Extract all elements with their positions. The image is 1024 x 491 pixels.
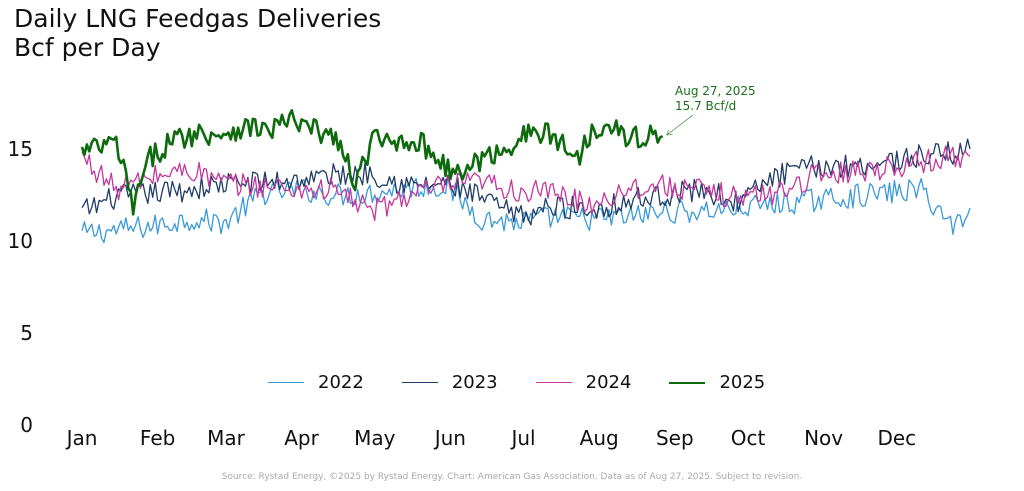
- x-tick-label: Jan: [65, 426, 98, 450]
- annotation-arrow: [666, 114, 694, 136]
- y-tick-label: 5: [20, 321, 33, 345]
- x-tick-label: May: [354, 426, 396, 450]
- legend-item-2023: 2023: [401, 372, 498, 393]
- series-line-2022: [81, 176, 971, 244]
- chart-subtitle: Bcf per Day: [14, 33, 161, 62]
- y-tick-label: 0: [20, 413, 33, 437]
- legend-label: 2025: [719, 372, 766, 393]
- series-lines: [80, 109, 971, 244]
- x-tick-label: Dec: [877, 426, 916, 450]
- chart-title: Daily LNG Feedgas Deliveries: [14, 4, 382, 33]
- chart-legend: 2022 2023 2024 2025: [268, 372, 765, 393]
- source-note: Source: Rystad Energy, ©2025 by Rystad E…: [221, 472, 803, 482]
- legend-item-2025: 2025: [669, 372, 765, 393]
- legend-label: 2022: [318, 372, 364, 393]
- series-line-2024: [81, 145, 971, 222]
- legend-swatch: [535, 382, 572, 383]
- legend-swatch: [268, 382, 304, 383]
- x-tick-label: Sep: [656, 426, 694, 450]
- y-tick-label: 15: [8, 137, 33, 161]
- legend-item-2022: 2022: [268, 372, 364, 393]
- x-tick-label: Mar: [207, 426, 246, 450]
- x-tick-label: Aug: [580, 426, 619, 450]
- series-line-2025: [80, 109, 664, 216]
- x-tick-label: Nov: [804, 426, 843, 450]
- x-tick-label: Apr: [284, 426, 319, 450]
- annotation-date: Aug 27, 2025: [675, 84, 756, 98]
- x-tick-label: Oct: [731, 426, 766, 450]
- legend-swatch: [401, 382, 438, 383]
- x-tick-label: Feb: [140, 426, 175, 450]
- x-tick-label: Jul: [509, 426, 535, 450]
- annotation-arrowhead: [666, 129, 673, 136]
- y-axis-ticks: 0 5 10 15: [8, 137, 33, 437]
- legend-label: 2024: [585, 372, 632, 393]
- annotation-value: 15.7 Bcf/d: [675, 99, 736, 113]
- x-tick-label: Jun: [433, 426, 466, 450]
- legend-swatch: [669, 381, 706, 384]
- x-axis-ticks: Jan Feb Mar Apr May Jun Jul Aug Sep Oct Nov Dec: [65, 426, 917, 450]
- legend-label: 2023: [451, 372, 498, 393]
- y-tick-label: 10: [8, 229, 33, 253]
- chart-title-block: Daily LNG Feedgas Deliveries Bcf per Day: [14, 4, 381, 62]
- legend-item-2024: 2024: [535, 372, 632, 393]
